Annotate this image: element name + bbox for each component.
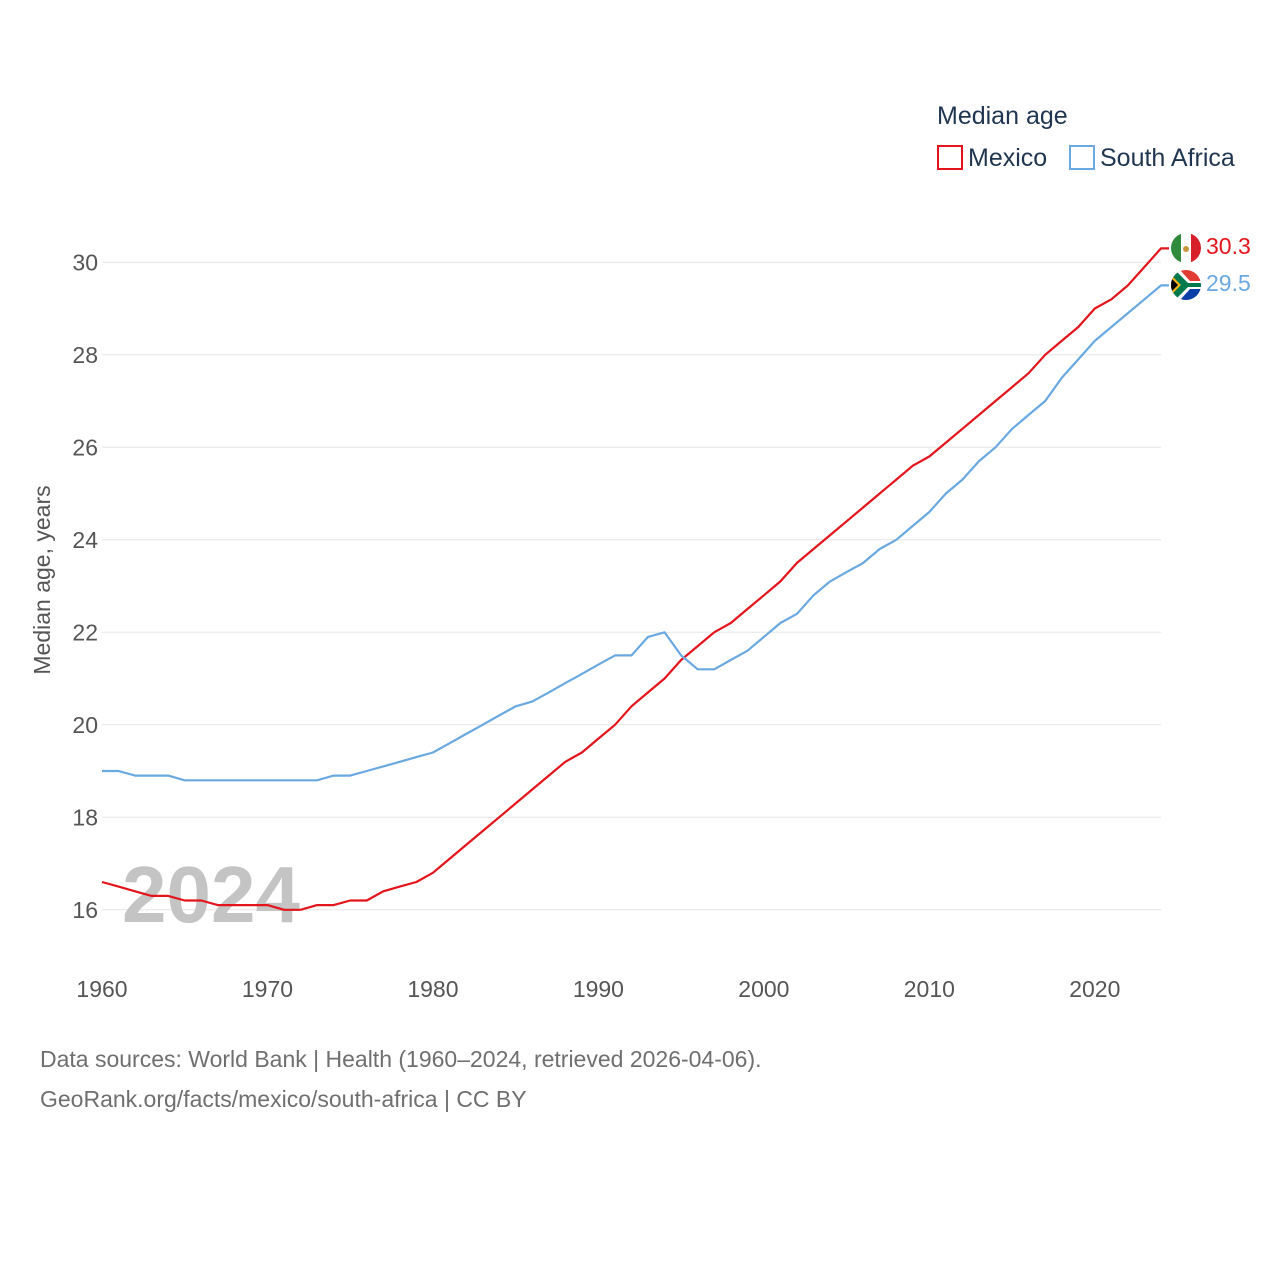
y-axis-ticks: 16 18 20 22 24 26 28 30 xyxy=(72,249,98,923)
legend-label-south-africa: South Africa xyxy=(1100,144,1235,172)
series-line-south-africa xyxy=(102,284,1169,782)
legend-item-mexico[interactable]: Mexico xyxy=(937,144,1047,172)
legend-swatch-mexico xyxy=(937,145,963,170)
y-tick-label: 22 xyxy=(72,619,98,645)
x-tick-label: 2020 xyxy=(1069,976,1120,1002)
y-axis-title: Median age, years xyxy=(29,485,55,674)
x-axis-ticks: 1960 1970 1980 1990 2000 2010 2020 xyxy=(76,976,1120,1002)
y-tick-label: 20 xyxy=(72,712,98,738)
x-tick-label: 2010 xyxy=(904,976,955,1002)
x-tick-label: 1980 xyxy=(407,976,458,1002)
y-tick-label: 30 xyxy=(72,249,98,275)
x-tick-label: 1990 xyxy=(573,976,624,1002)
x-tick-label: 2000 xyxy=(738,976,789,1002)
south-africa-flag-icon xyxy=(1171,270,1201,300)
x-tick-label: 1970 xyxy=(242,976,293,1002)
y-tick-label: 28 xyxy=(72,342,98,368)
y-tick-label: 18 xyxy=(72,804,98,830)
y-tick-label: 26 xyxy=(72,434,98,460)
gridlines xyxy=(102,261,1161,911)
mexico-end-value: 30.3 xyxy=(1206,233,1251,259)
x-tick-label: 1960 xyxy=(76,976,127,1002)
y-tick-label: 16 xyxy=(72,897,98,923)
legend-item-south-africa[interactable]: South Africa xyxy=(1069,144,1235,172)
data-sources-note: Data sources: World Bank | Health (1960–… xyxy=(40,1046,762,1072)
legend-title: Median age xyxy=(937,102,1068,130)
legend-swatch-south-africa xyxy=(1069,145,1095,170)
legend-label-mexico: Mexico xyxy=(968,144,1047,172)
y-tick-label: 24 xyxy=(72,527,98,553)
credit-link[interactable]: GeoRank.org/facts/mexico/south-africa | … xyxy=(40,1086,527,1112)
south-africa-end-value: 29.5 xyxy=(1206,270,1251,296)
mexico-flag-icon xyxy=(1171,233,1201,263)
series-lines xyxy=(101,247,1169,911)
series-line-mexico xyxy=(101,247,1169,911)
year-watermark: 2024 xyxy=(122,850,300,939)
